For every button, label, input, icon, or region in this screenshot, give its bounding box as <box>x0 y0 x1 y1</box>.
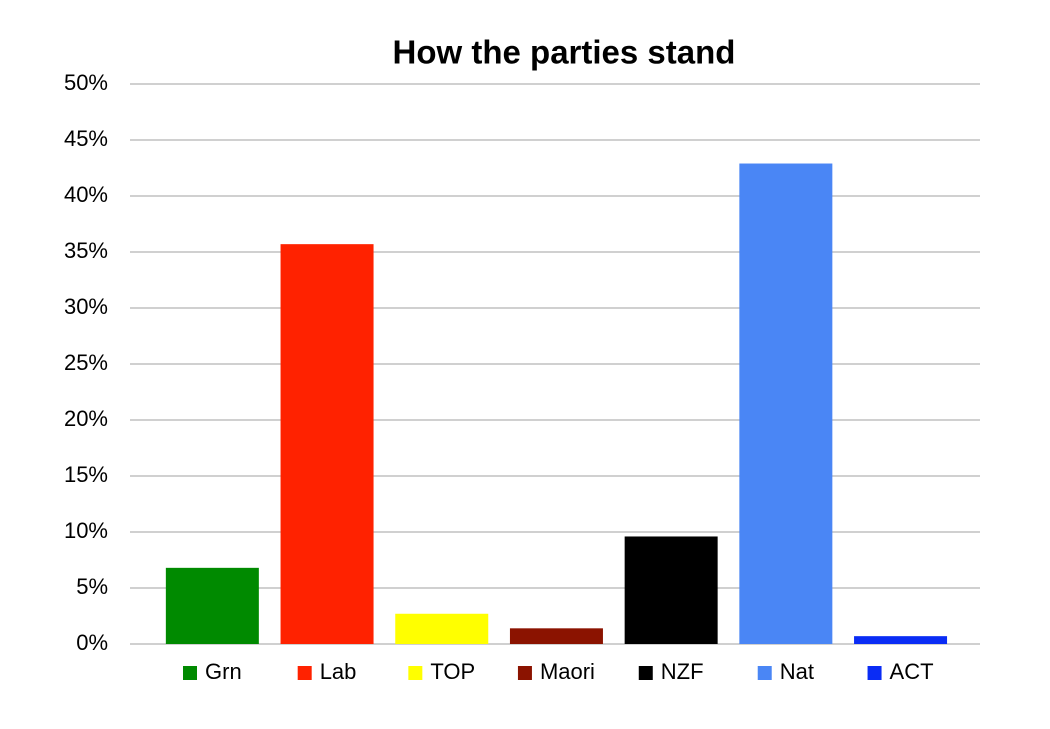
bar <box>509 628 603 644</box>
bar <box>280 244 374 644</box>
bar <box>624 536 718 644</box>
x-tick-label: Maori <box>540 659 595 684</box>
x-tick-label: Nat <box>780 659 814 684</box>
x-tick-label: TOP <box>430 659 475 684</box>
legend-swatch <box>408 666 423 680</box>
legend-swatch <box>757 666 772 680</box>
bar <box>739 163 833 644</box>
y-tick-label: 45% <box>64 126 108 151</box>
y-tick-label: 40% <box>64 182 108 207</box>
legend-swatch <box>517 666 532 680</box>
bar <box>165 567 259 644</box>
legend-swatch <box>638 666 653 680</box>
y-tick-label: 10% <box>64 518 108 543</box>
x-tick-label: NZF <box>661 659 704 684</box>
y-tick-label: 50% <box>64 70 108 95</box>
x-tick-label: Grn <box>205 659 242 684</box>
y-tick-label: 20% <box>64 406 108 431</box>
y-tick-label: 15% <box>64 462 108 487</box>
y-tick-label: 25% <box>64 350 108 375</box>
x-tick-label: ACT <box>890 659 934 684</box>
y-tick-label: 0% <box>76 630 108 655</box>
legend-swatch <box>297 666 312 680</box>
bar <box>854 636 948 644</box>
bar <box>395 613 489 644</box>
y-tick-label: 30% <box>64 294 108 319</box>
y-tick-label: 35% <box>64 238 108 263</box>
x-tick-label: Lab <box>320 659 357 684</box>
y-tick-label: 5% <box>76 574 108 599</box>
legend-swatch <box>183 666 198 680</box>
legend-swatch <box>867 666 882 680</box>
chart-title: How the parties stand <box>393 34 736 71</box>
